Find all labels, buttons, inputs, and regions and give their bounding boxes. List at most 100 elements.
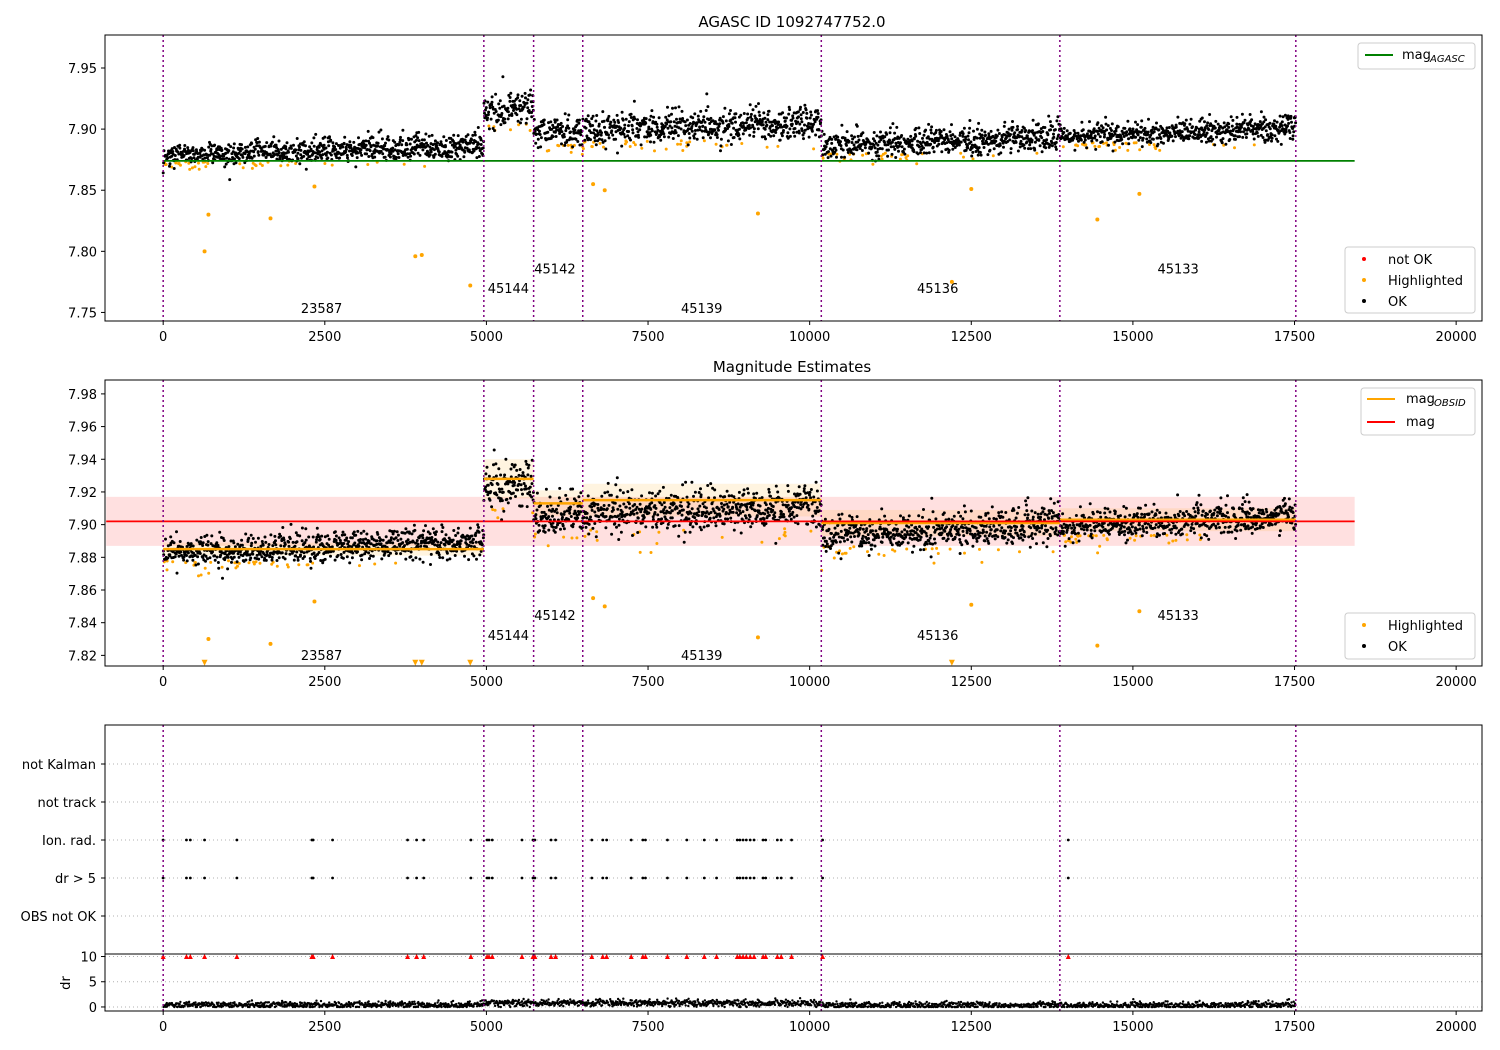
y-tick-label: 5 <box>89 976 97 991</box>
y-tick-label: 7.80 <box>68 245 97 260</box>
y-tick-label: 7.84 <box>68 617 97 632</box>
flag-point <box>203 876 206 880</box>
legend-line-label: mag <box>1406 392 1435 407</box>
legend-box <box>1344 246 1476 314</box>
flag-point <box>605 876 609 880</box>
flag-point <box>415 838 419 842</box>
dr-clipped-marker <box>751 954 757 960</box>
flag-point <box>752 838 756 842</box>
flag-point <box>605 838 609 842</box>
flag-point <box>779 838 783 842</box>
flag-category-label: Ion. rad. <box>42 834 96 849</box>
flag-point <box>764 876 768 880</box>
top-axes-frame <box>104 34 1483 322</box>
flag-point <box>702 876 706 880</box>
x-tick-label: 15000 <box>1112 675 1153 690</box>
flag-point <box>715 876 718 880</box>
x-tick-label: 2500 <box>308 1020 341 1035</box>
flag-point <box>644 838 647 842</box>
flag-point <box>641 838 645 842</box>
dr-clipped-marker <box>642 954 648 960</box>
x-tick-label: 15000 <box>1112 1020 1153 1035</box>
dr-clipped-marker <box>589 954 595 960</box>
flag-point <box>590 876 594 880</box>
flag-point <box>487 838 491 842</box>
obsid-label: 45139 <box>681 649 722 664</box>
dr-clipped-marker <box>519 954 525 960</box>
flag-point <box>629 838 633 842</box>
highlighted-point <box>969 602 974 607</box>
dr-points <box>162 997 1297 1009</box>
highlighted-point <box>1095 217 1100 222</box>
dr-clipped-marker <box>553 954 559 960</box>
flag-point <box>735 876 739 880</box>
flag-point <box>422 838 426 842</box>
highlighted-point <box>268 641 273 646</box>
highlighted-point <box>591 596 596 601</box>
middle-panel-title: Magnitude Estimates <box>713 358 871 376</box>
flag-point <box>185 838 188 842</box>
dr-clipped-marker <box>774 954 780 960</box>
highlighted-point <box>755 635 760 640</box>
flag-point <box>666 838 669 842</box>
x-tick-label: 5000 <box>470 1020 503 1035</box>
x-tick-label: 5000 <box>470 675 503 690</box>
panel-middle: 23587 45144 45142 45139 45136 45133 0 2500 5000 7… <box>68 379 1483 690</box>
flag-point <box>748 876 752 880</box>
dr-clipped-marker <box>763 954 769 960</box>
highlighted-point <box>206 212 211 217</box>
legend-point-swatch <box>1362 644 1366 648</box>
y-tick-label: 7.95 <box>68 62 97 77</box>
flag-point <box>752 876 756 880</box>
dr-clipped-marker <box>421 954 427 960</box>
flag-point <box>685 838 689 842</box>
flag-point <box>406 838 409 842</box>
obsid-label: 23587 <box>301 302 342 317</box>
x-tick-label: 7500 <box>631 330 664 345</box>
flag-point <box>764 838 768 842</box>
x-tick-label: 17500 <box>1274 330 1315 345</box>
x-tick-label: 2500 <box>308 675 341 690</box>
x-tick-label: 20000 <box>1435 675 1476 690</box>
flag-category-label: not Kalman <box>22 758 96 773</box>
flag-point <box>422 876 426 880</box>
dr-clipped-marker <box>604 954 610 960</box>
flag-point <box>1066 838 1070 842</box>
flag-point <box>331 838 334 842</box>
flag-point <box>629 876 633 880</box>
dr-clipped-marker <box>778 954 784 960</box>
obsid-label: 45144 <box>488 629 529 644</box>
flag-point <box>790 838 793 842</box>
x-tick-label: 7500 <box>631 675 664 690</box>
obsid-label: 45136 <box>917 282 958 297</box>
flag-point <box>666 876 669 880</box>
dr-clipped-marker <box>740 954 746 960</box>
highlighted-point <box>1137 609 1142 614</box>
x-tick-label: 17500 <box>1274 1020 1315 1035</box>
legend-box <box>1344 612 1476 660</box>
flag-point <box>311 838 315 842</box>
x-tick-label: 10000 <box>789 675 830 690</box>
dr-clipped-marker <box>701 954 707 960</box>
y-tick-label: 0 <box>89 1001 97 1016</box>
legend-point-swatch <box>1362 257 1366 261</box>
dr-clipped-marker <box>414 954 420 960</box>
legend-point-swatch <box>1362 299 1366 303</box>
flag-point <box>821 876 824 880</box>
dr-clipped-marker <box>820 954 826 960</box>
panel-top: 23587 45144 45142 45139 45136 45133 0 2500 5000 7… <box>68 34 1483 345</box>
flag-point <box>485 876 489 880</box>
dr-clipped-marker <box>743 954 749 960</box>
highlighted-point <box>969 187 974 191</box>
flag-category-label: not track <box>37 796 96 811</box>
flag-point <box>533 876 537 880</box>
dr-clipped-marker <box>600 954 606 960</box>
legend-mag-agasc-label: mag <box>1402 48 1431 63</box>
flag-point <box>188 876 192 880</box>
x-tick-label: 20000 <box>1435 330 1476 345</box>
x-tick-label: 10000 <box>789 330 830 345</box>
x-tick-label: 2500 <box>308 330 341 345</box>
ok-points <box>161 75 1298 182</box>
dr-clipped-marker <box>737 954 743 960</box>
